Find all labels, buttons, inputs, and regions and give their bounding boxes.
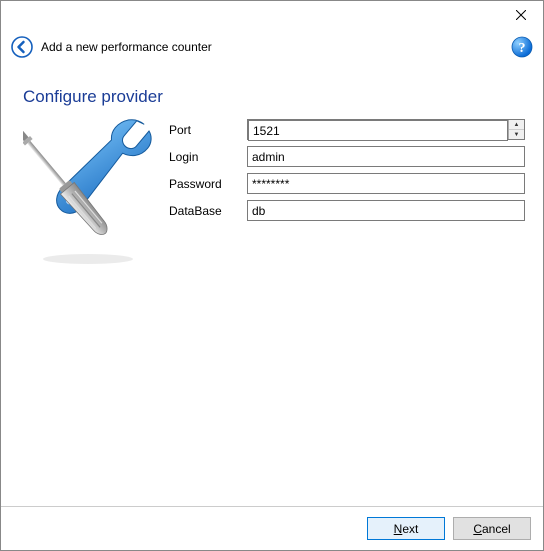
wizard-header: Add a new performance counter ? — [1, 29, 543, 65]
svg-text:?: ? — [519, 41, 526, 56]
wizard-title: Add a new performance counter — [41, 40, 503, 54]
port-input[interactable] — [248, 120, 508, 141]
password-input[interactable] — [247, 173, 525, 194]
back-button[interactable] — [11, 36, 33, 58]
port-label: Port — [169, 123, 239, 137]
wizard-window: Add a new performance counter ? Configur… — [0, 0, 544, 551]
database-input[interactable] — [247, 200, 525, 221]
titlebar — [1, 1, 543, 29]
login-label: Login — [169, 150, 239, 164]
provider-form: Port ▲ ▼ Login Password DataBase — [169, 119, 533, 272]
password-label: Password — [169, 177, 239, 191]
tools-icon — [23, 119, 153, 272]
login-row: Login — [169, 146, 525, 167]
login-input[interactable] — [247, 146, 525, 167]
port-spin-down[interactable]: ▼ — [509, 130, 524, 139]
next-button[interactable]: Next — [367, 517, 445, 540]
section-heading: Configure provider — [1, 65, 543, 113]
port-spinner-buttons: ▲ ▼ — [508, 120, 524, 139]
database-row: DataBase — [169, 200, 525, 221]
cancel-button[interactable]: Cancel — [453, 517, 531, 540]
port-row: Port ▲ ▼ — [169, 119, 525, 140]
help-button[interactable]: ? — [511, 36, 533, 58]
database-label: DataBase — [169, 204, 239, 218]
close-button[interactable] — [507, 5, 535, 25]
password-row: Password — [169, 173, 525, 194]
content-area: Port ▲ ▼ Login Password DataBase — [1, 113, 543, 272]
port-spin-up[interactable]: ▲ — [509, 120, 524, 130]
wizard-footer: Next Cancel — [1, 506, 543, 550]
port-spinner: ▲ ▼ — [247, 119, 525, 140]
